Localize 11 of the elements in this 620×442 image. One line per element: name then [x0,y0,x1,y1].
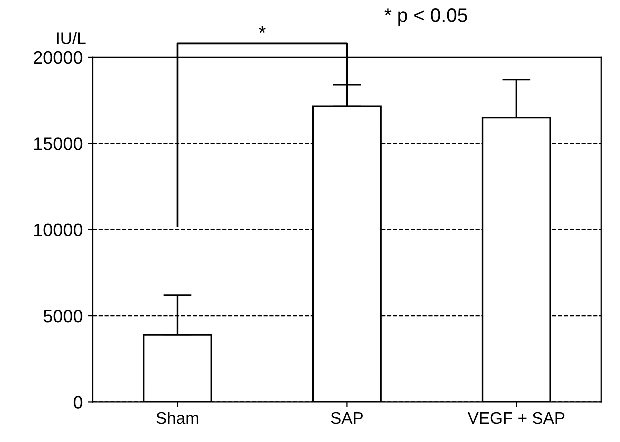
text: * p < 0.05 [384,8,468,26]
x-tick-label: VEGF + SAP [468,412,565,424]
y-tick-label: 10000 [34,224,83,237]
y-tick-label: 0 [74,396,83,409]
y-tick-label: 20000 [34,51,83,64]
y-tick-label: 5000 [44,310,83,323]
y-tick-label: 15000 [34,138,83,150]
y-axis-title: IU/L [57,32,86,44]
x-tick-label: Sham [156,412,198,424]
x-tick-label: SAP [331,412,363,424]
text: * [258,26,266,34]
